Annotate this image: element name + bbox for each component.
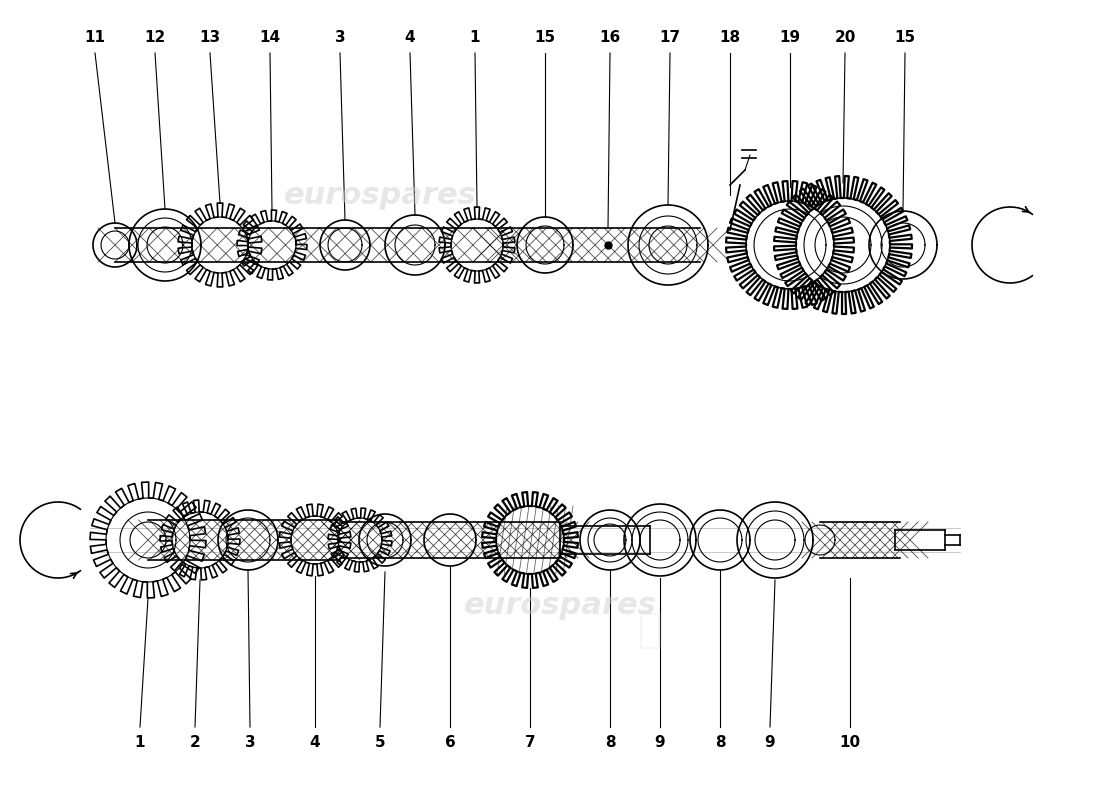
Text: 6: 6 [444, 735, 455, 750]
Text: 13: 13 [199, 30, 221, 45]
Text: 15: 15 [894, 30, 915, 45]
Text: 3: 3 [334, 30, 345, 45]
Text: 12: 12 [144, 30, 166, 45]
Text: 5: 5 [375, 735, 385, 750]
Text: 9: 9 [654, 735, 666, 750]
Text: 19: 19 [780, 30, 801, 45]
Text: 7: 7 [525, 735, 536, 750]
Text: 14: 14 [260, 30, 280, 45]
Text: 4: 4 [405, 30, 416, 45]
Text: 11: 11 [85, 30, 106, 45]
Text: eurospares: eurospares [463, 590, 657, 619]
Text: 1: 1 [470, 30, 481, 45]
Text: 8: 8 [715, 735, 725, 750]
Text: eurospares: eurospares [284, 181, 476, 210]
Text: 3: 3 [244, 735, 255, 750]
Text: 20: 20 [834, 30, 856, 45]
Text: 2: 2 [189, 735, 200, 750]
Text: 9: 9 [764, 735, 776, 750]
Text: 8: 8 [605, 735, 615, 750]
Text: 15: 15 [535, 30, 556, 45]
Text: 16: 16 [600, 30, 620, 45]
Text: 17: 17 [659, 30, 681, 45]
Text: 18: 18 [719, 30, 740, 45]
Text: 1: 1 [134, 735, 145, 750]
Text: 10: 10 [839, 735, 860, 750]
Text: 🚗: 🚗 [638, 609, 662, 651]
Text: 4: 4 [310, 735, 320, 750]
